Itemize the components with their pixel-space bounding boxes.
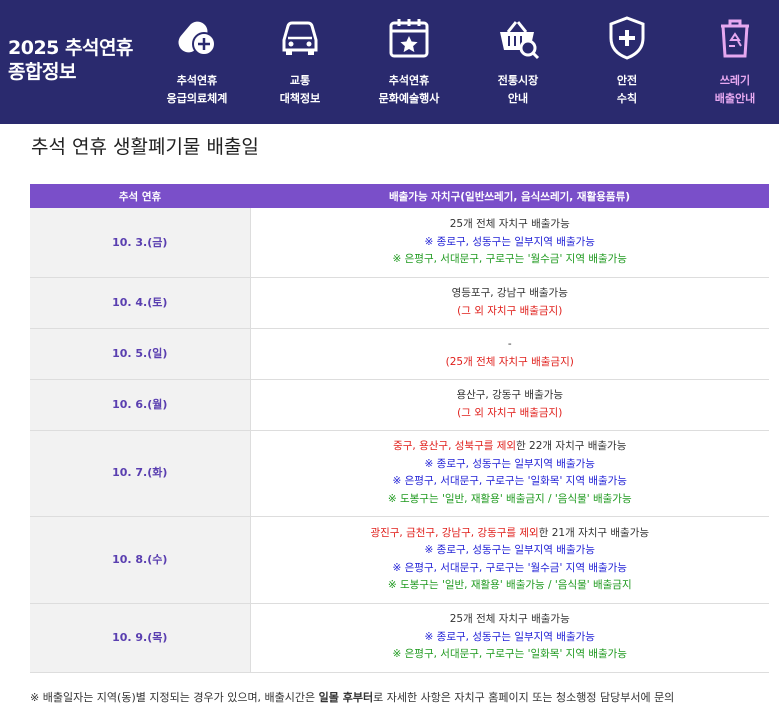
info-line: ※ 종로구, 성동구는 일부지역 배출가능 xyxy=(424,457,595,470)
nav-label-4a: 전통시장 xyxy=(497,74,539,87)
row-info: 25개 전체 자치구 배출가능 ※ 종로구, 성동구는 일부지역 배출가능 ※ … xyxy=(250,603,769,673)
row-info: 용산구, 강동구 배출가능 (그 외 자치구 배출금지) xyxy=(250,379,769,431)
row-date: 10. 9.(목) xyxy=(30,603,251,673)
nav-label-1a: 추석연휴 xyxy=(176,74,218,87)
row-date: 10. 5.(일) xyxy=(30,328,251,380)
footnote-after: 로 자세한 사항은 자치구 홈페이지 또는 청소행정 담당부서에 문의 xyxy=(373,691,675,704)
table-header-districts: 배출가능 자치구(일반쓰레기, 음식쓰레기, 재활용품류) xyxy=(250,184,769,208)
row-date: 10. 8.(수) xyxy=(30,516,251,604)
info-line: ※ 도봉구는 '일반, 재활용' 배출가능 / '음식물' 배출금지 xyxy=(387,579,632,591)
table-row: 10. 5.(일) - (25개 전체 자치구 배출금지) xyxy=(30,328,769,380)
excluded-districts: 광진구, 금천구, 강남구, 강동구를 제외 xyxy=(370,526,539,539)
info-line: ※ 종로구, 성동구는 일부지역 배출가능 xyxy=(424,235,595,248)
info-line: 영등포구, 강남구 배출가능 xyxy=(451,287,568,299)
nav-label-6a: 쓰레기 xyxy=(719,74,751,87)
table-row: 10. 8.(수) 광진구, 금천구, 강남구, 강동구를 제외한 21개 자치… xyxy=(30,516,770,604)
footnote: ※ 배출일자는 지역(동)별 지정되는 경우가 있으며, 배출시간은 일몰 후부… xyxy=(30,689,674,705)
nav-label-5a: 안전 xyxy=(616,74,638,87)
row-date: 10. 3.(금) xyxy=(30,208,251,278)
row-info: 광진구, 금천구, 강남구, 강동구를 제외한 21개 자치구 배출가능 ※ 종… xyxy=(250,516,770,604)
car-icon xyxy=(282,21,318,55)
info-line: ※ 종로구, 성동구는 일부지역 배출가능 xyxy=(424,630,595,643)
info-line: ※ 은평구, 서대문구, 구로구는 '일화목' 지역 배출가능 xyxy=(392,648,627,661)
nav-label-1b: 응급의료체계 xyxy=(166,92,228,105)
brand-line-2: 종합정보 xyxy=(8,61,76,83)
footnote-before: ※ 배출일자는 지역(동)별 지정되는 경우가 있으며, 배출시간은 xyxy=(30,691,319,704)
row-info: 25개 전체 자치구 배출가능 ※ 종로구, 성동구는 일부지역 배출가능 ※ … xyxy=(250,208,769,278)
footnote-bold: 일몰 후부터 xyxy=(318,691,374,704)
nav-label-3b: 문화예술행사 xyxy=(378,92,440,105)
info-line: - xyxy=(507,338,512,350)
info-line: 25개 전체 자치구 배출가능 xyxy=(449,613,570,626)
info-line: 광진구, 금천구, 강남구, 강동구를 제외한 21개 자치구 배출가능 xyxy=(251,525,770,543)
info-line: 중구, 용산구, 성북구를 제외한 22개 자치구 배출가능 xyxy=(251,438,770,456)
info-suffix: 한 21개 자치구 배출가능 xyxy=(538,526,650,539)
row-date: 10. 6.(월) xyxy=(30,379,251,431)
excluded-districts: 중구, 용산구, 성북구를 제외 xyxy=(393,440,517,452)
trash-icon xyxy=(721,19,749,58)
nav-label-5b: 수칙 xyxy=(616,92,638,105)
shield-icon xyxy=(609,16,645,60)
info-line: (25개 전체 자치구 배출금지) xyxy=(445,355,574,368)
table-row: 10. 6.(월) 용산구, 강동구 배출가능 (그 외 자치구 배출금지) xyxy=(30,379,769,431)
nav-label-4b: 안내 xyxy=(507,92,529,105)
info-line: ※ 은평구, 서대문구, 구로구는 '월수금' 지역 배출가능 xyxy=(392,561,627,574)
table-header-row: 추석 연휴 배출가능 자치구(일반쓰레기, 음식쓰레기, 재활용품류) xyxy=(30,184,769,208)
nav-label-3a: 추석연휴 xyxy=(388,74,430,87)
info-suffix: 한 22개 자치구 배출가능 xyxy=(516,440,627,452)
page-title: 추석 연휴 생활폐기물 배출일 xyxy=(31,136,259,158)
site-brand[interactable]: 2025 추석연휴 종합정보 xyxy=(8,36,133,84)
table-header-date: 추석 연휴 xyxy=(30,184,250,208)
medicine-icon xyxy=(178,21,216,56)
basket-icon xyxy=(500,21,540,60)
info-line: ※ 은평구, 서대문구, 구로구는 '일화목' 지역 배출가능 xyxy=(392,475,627,487)
info-line: ※ 은평구, 서대문구, 구로구는 '월수금' 지역 배출가능 xyxy=(392,253,627,265)
row-info: - (25개 전체 자치구 배출금지) xyxy=(250,328,769,380)
table-row: 10. 4.(토) 영등포구, 강남구 배출가능 (그 외 자치구 배출금지) xyxy=(30,277,769,329)
calendar-icon xyxy=(389,19,429,58)
row-date: 10. 7.(화) xyxy=(30,430,251,517)
table-row: 10. 7.(화) 중구, 용산구, 성북구를 제외한 22개 자치구 배출가능… xyxy=(30,430,770,517)
info-line: 용산구, 강동구 배출가능 xyxy=(456,389,564,401)
row-info: 중구, 용산구, 성북구를 제외한 22개 자치구 배출가능 ※ 종로구, 성동… xyxy=(250,430,770,517)
info-line: (그 외 자치구 배출금지) xyxy=(457,406,563,419)
nav-label-6b: 배출안내 xyxy=(714,92,756,105)
waste-schedule-table: 추석 연휴 배출가능 자치구(일반쓰레기, 음식쓰레기, 재활용품류) 10. … xyxy=(30,184,769,673)
table-row: 10. 3.(금) 25개 전체 자치구 배출가능 ※ 종로구, 성동구는 일부… xyxy=(30,208,769,278)
row-info: 영등포구, 강남구 배출가능 (그 외 자치구 배출금지) xyxy=(250,277,769,329)
row-date: 10. 4.(토) xyxy=(30,277,251,329)
table-row: 10. 9.(목) 25개 전체 자치구 배출가능 ※ 종로구, 성동구는 일부… xyxy=(30,603,769,673)
brand-line-1: 2025 추석연휴 xyxy=(8,37,133,59)
info-line: 25개 전체 자치구 배출가능 xyxy=(449,218,570,230)
info-line: ※ 종로구, 성동구는 일부지역 배출가능 xyxy=(424,544,595,556)
info-line: (그 외 자치구 배출금지) xyxy=(457,304,563,317)
nav-label-2a: 교통 xyxy=(289,74,311,87)
info-line: ※ 도봉구는 '일반, 재활용' 배출금지 / '음식물' 배출가능 xyxy=(387,492,632,505)
nav-label-2b: 대책정보 xyxy=(279,92,321,105)
